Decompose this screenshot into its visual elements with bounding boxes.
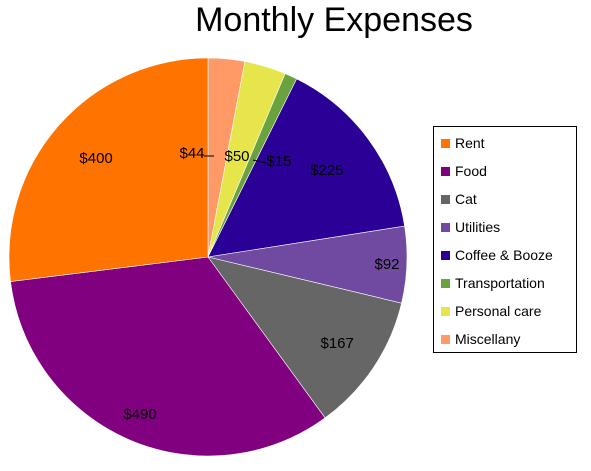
legend-item-rent: Rent — [441, 133, 485, 153]
data-label-miscellany: $44 — [179, 145, 204, 162]
data-label-transportation: $15 — [266, 153, 291, 170]
legend-item-coffee-booze: Coffee & Booze — [441, 245, 553, 265]
legend-swatch — [441, 222, 450, 232]
legend-swatch — [441, 278, 450, 288]
legend-item-personal-care: Personal care — [441, 301, 541, 321]
legend-label: Transportation — [455, 275, 545, 291]
legend-label: Personal care — [455, 303, 542, 319]
pie-slice-food — [10, 256, 326, 457]
data-label-cat: $167 — [321, 335, 354, 352]
data-label-food: $490 — [123, 406, 156, 423]
legend-item-cat: Cat — [441, 189, 477, 209]
legend-label: Coffee & Booze — [455, 247, 553, 263]
legend-label: Miscellany — [455, 331, 521, 347]
legend-item-transportation: Transportation — [441, 273, 545, 293]
legend-label: Rent — [455, 135, 485, 151]
pie-slice-rent — [8, 57, 209, 282]
legend-swatch — [441, 250, 450, 260]
legend-label: Cat — [455, 191, 477, 207]
legend-label: Utilities — [455, 219, 501, 235]
data-label-personal-care: $50 — [224, 148, 249, 165]
pie-slice-cat — [207, 256, 402, 419]
leader-line-transportation — [252, 159, 267, 164]
legend-swatch — [441, 334, 450, 344]
legend-item-miscellany: Miscellany — [441, 329, 520, 349]
legend-swatch — [441, 166, 450, 176]
legend-item-food: Food — [441, 161, 487, 181]
data-label-utilities: $92 — [374, 256, 399, 273]
legend-label: Food — [455, 163, 487, 179]
legend-swatch — [441, 306, 450, 316]
pie-slice-coffee-booze — [207, 78, 405, 258]
data-label-coffee-booze: $225 — [310, 162, 343, 179]
chart-title: Monthly Expenses — [195, 1, 473, 39]
legend-item-utilities: Utilities — [441, 217, 500, 237]
legend-swatch — [441, 194, 450, 204]
legend-swatch — [441, 138, 450, 148]
legend: Rent Food Cat Utilities Coffee & Booze Transp… — [433, 126, 577, 353]
data-label-rent: $400 — [79, 150, 112, 167]
